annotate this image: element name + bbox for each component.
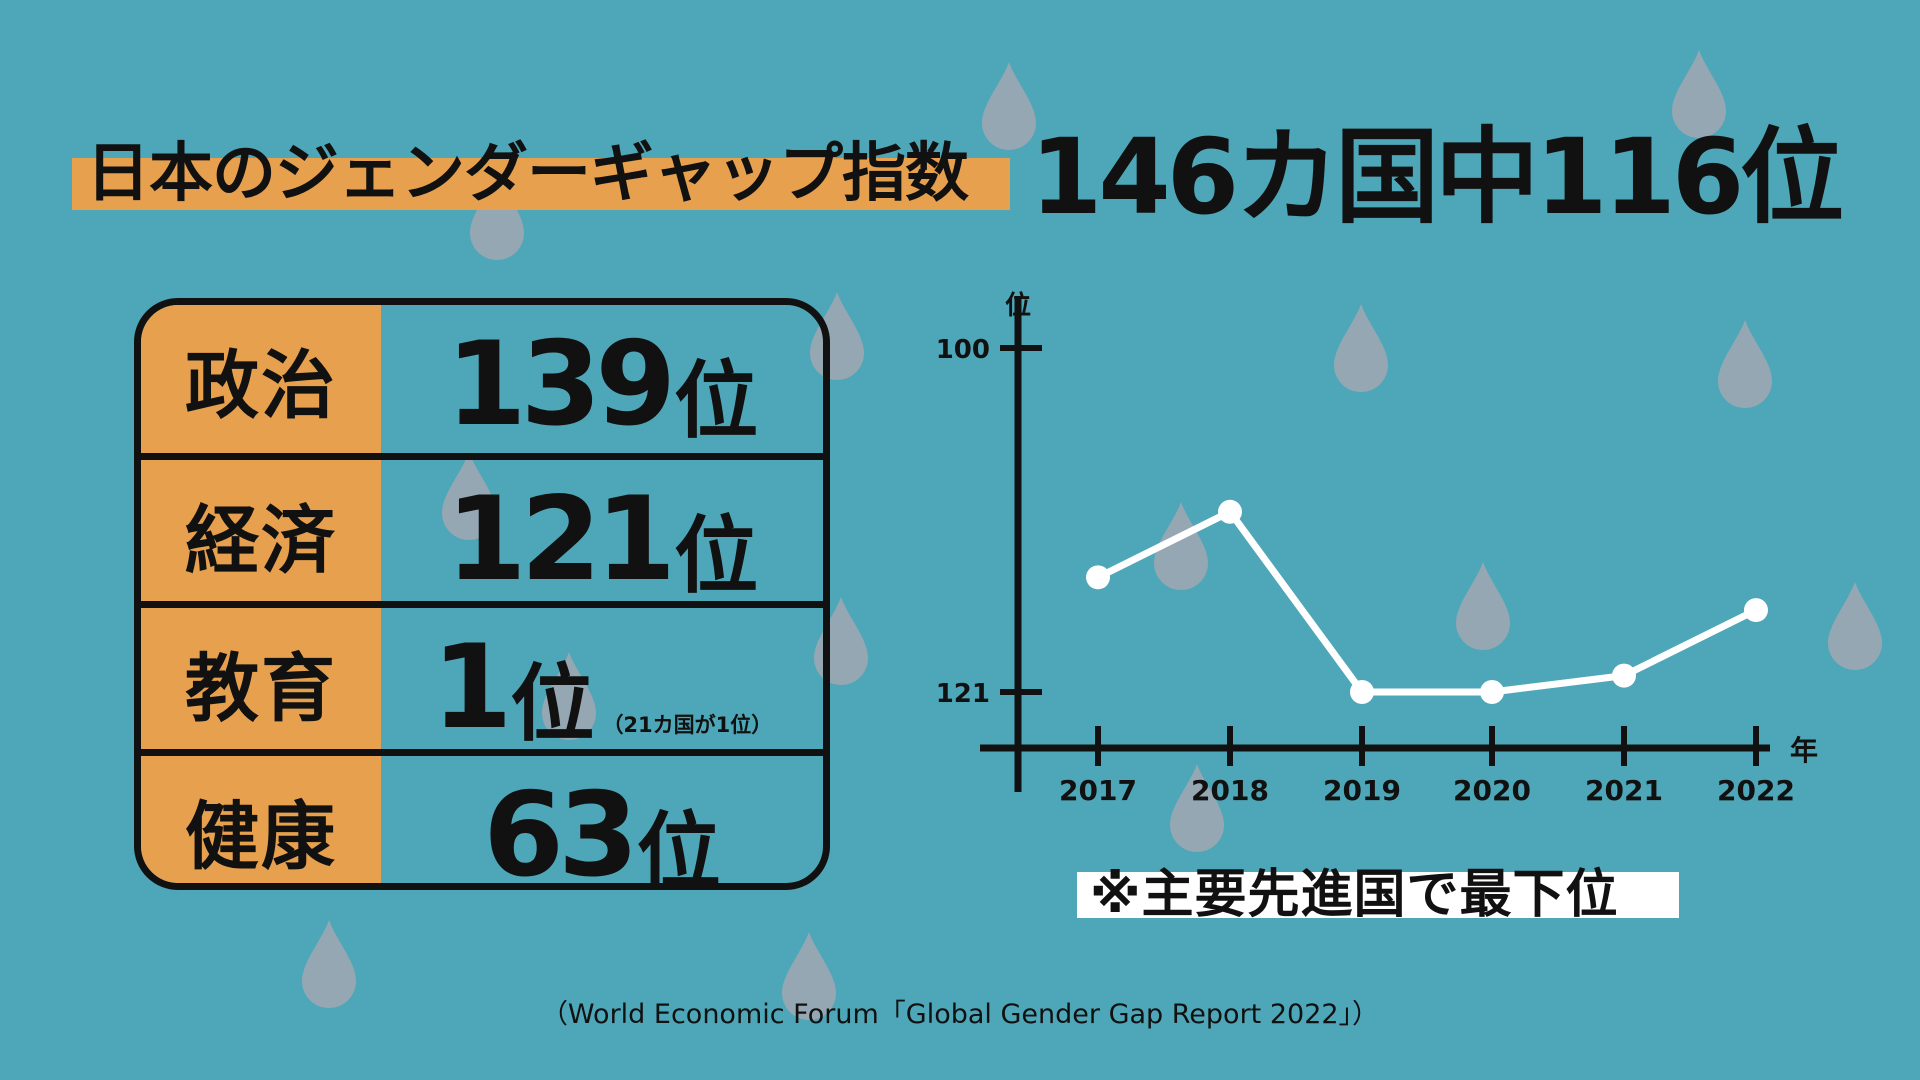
raindrop-icon bbox=[542, 652, 596, 740]
rank-table: 政治 139 位 経済 121 位 教育 1 位 （21カ国が1位） 健康 63… bbox=[134, 298, 830, 890]
raindrop-icon bbox=[470, 172, 524, 260]
y-tick-label: 100 bbox=[936, 335, 990, 365]
category-label: 経済 bbox=[141, 460, 381, 608]
rank-row-politics: 政治 139 位 bbox=[141, 305, 823, 453]
headline-highlight bbox=[72, 158, 1010, 210]
rank-number: 63 bbox=[483, 768, 638, 890]
raindrop-icon bbox=[982, 62, 1036, 150]
raindrop-icon bbox=[1154, 502, 1208, 590]
raindrop-icon bbox=[782, 932, 836, 1020]
category-label: 教育 bbox=[141, 608, 381, 756]
rank-value: 139 位 bbox=[381, 305, 823, 453]
data-point bbox=[1218, 499, 1242, 524]
rank-unit: 位 bbox=[510, 655, 595, 753]
rank-value: 1 位 （21カ国が1位） bbox=[381, 608, 823, 756]
x-axis-label: 年 bbox=[1790, 734, 1818, 767]
note-highlight bbox=[1077, 872, 1679, 918]
x-tick-label: 2018 bbox=[1191, 774, 1269, 807]
rank-value: 63 位 bbox=[381, 756, 823, 890]
series-line bbox=[1096, 508, 1758, 696]
chart-note: ※主要先進国で最下位 bbox=[1090, 865, 1619, 925]
raindrop-icon bbox=[1718, 320, 1772, 408]
rank-number: 121 bbox=[445, 472, 676, 607]
rank-unit: 位 bbox=[674, 352, 759, 450]
rank-row-health: 健康 63 位 bbox=[141, 749, 823, 890]
y-tick-label: 121 bbox=[936, 679, 990, 709]
rank-row-education: 教育 1 位 （21カ国が1位） bbox=[141, 601, 823, 756]
raindrop-icon bbox=[1828, 582, 1882, 670]
headline: 日本のジェンダーギャップ指数 bbox=[72, 108, 1010, 211]
raindrop-icon bbox=[1170, 764, 1224, 852]
headline-rank: 146カ国中116位 bbox=[1030, 116, 1844, 238]
y-axis-label: 位 bbox=[1005, 290, 1031, 321]
x-tick-label: 2017 bbox=[1059, 774, 1137, 807]
raindrop-icon bbox=[1334, 304, 1388, 392]
data-point bbox=[1612, 663, 1636, 688]
rank-value: 121 位 bbox=[381, 460, 823, 608]
category-label: 政治 bbox=[141, 305, 381, 453]
raindrop-icon bbox=[442, 452, 496, 540]
rank-unit: 位 bbox=[636, 803, 721, 890]
rank-row-economy: 経済 121 位 bbox=[141, 453, 823, 608]
data-point bbox=[1744, 598, 1768, 623]
data-point bbox=[1480, 680, 1504, 704]
data-point bbox=[1350, 680, 1374, 704]
x-tick-label: 2019 bbox=[1323, 774, 1401, 807]
x-tick-label: 2021 bbox=[1585, 774, 1663, 807]
rank-unit: 位 bbox=[674, 507, 759, 605]
rank-number: 1 bbox=[431, 620, 513, 755]
x-tick-label: 2022 bbox=[1717, 774, 1795, 807]
raindrop-icon bbox=[302, 920, 356, 1008]
rank-note: （21カ国が1位） bbox=[602, 713, 773, 737]
x-tick-label: 2020 bbox=[1453, 774, 1531, 807]
rank-number: 139 bbox=[445, 317, 676, 452]
source-citation: （World Economic Forum「Global Gender Gap … bbox=[540, 999, 1380, 1030]
headline-title: 日本のジェンダーギャップ指数 bbox=[86, 137, 969, 211]
raindrop-icon bbox=[1456, 562, 1510, 650]
data-point bbox=[1086, 565, 1110, 590]
category-label: 健康 bbox=[141, 756, 381, 883]
raindrop-icon bbox=[1672, 50, 1726, 138]
